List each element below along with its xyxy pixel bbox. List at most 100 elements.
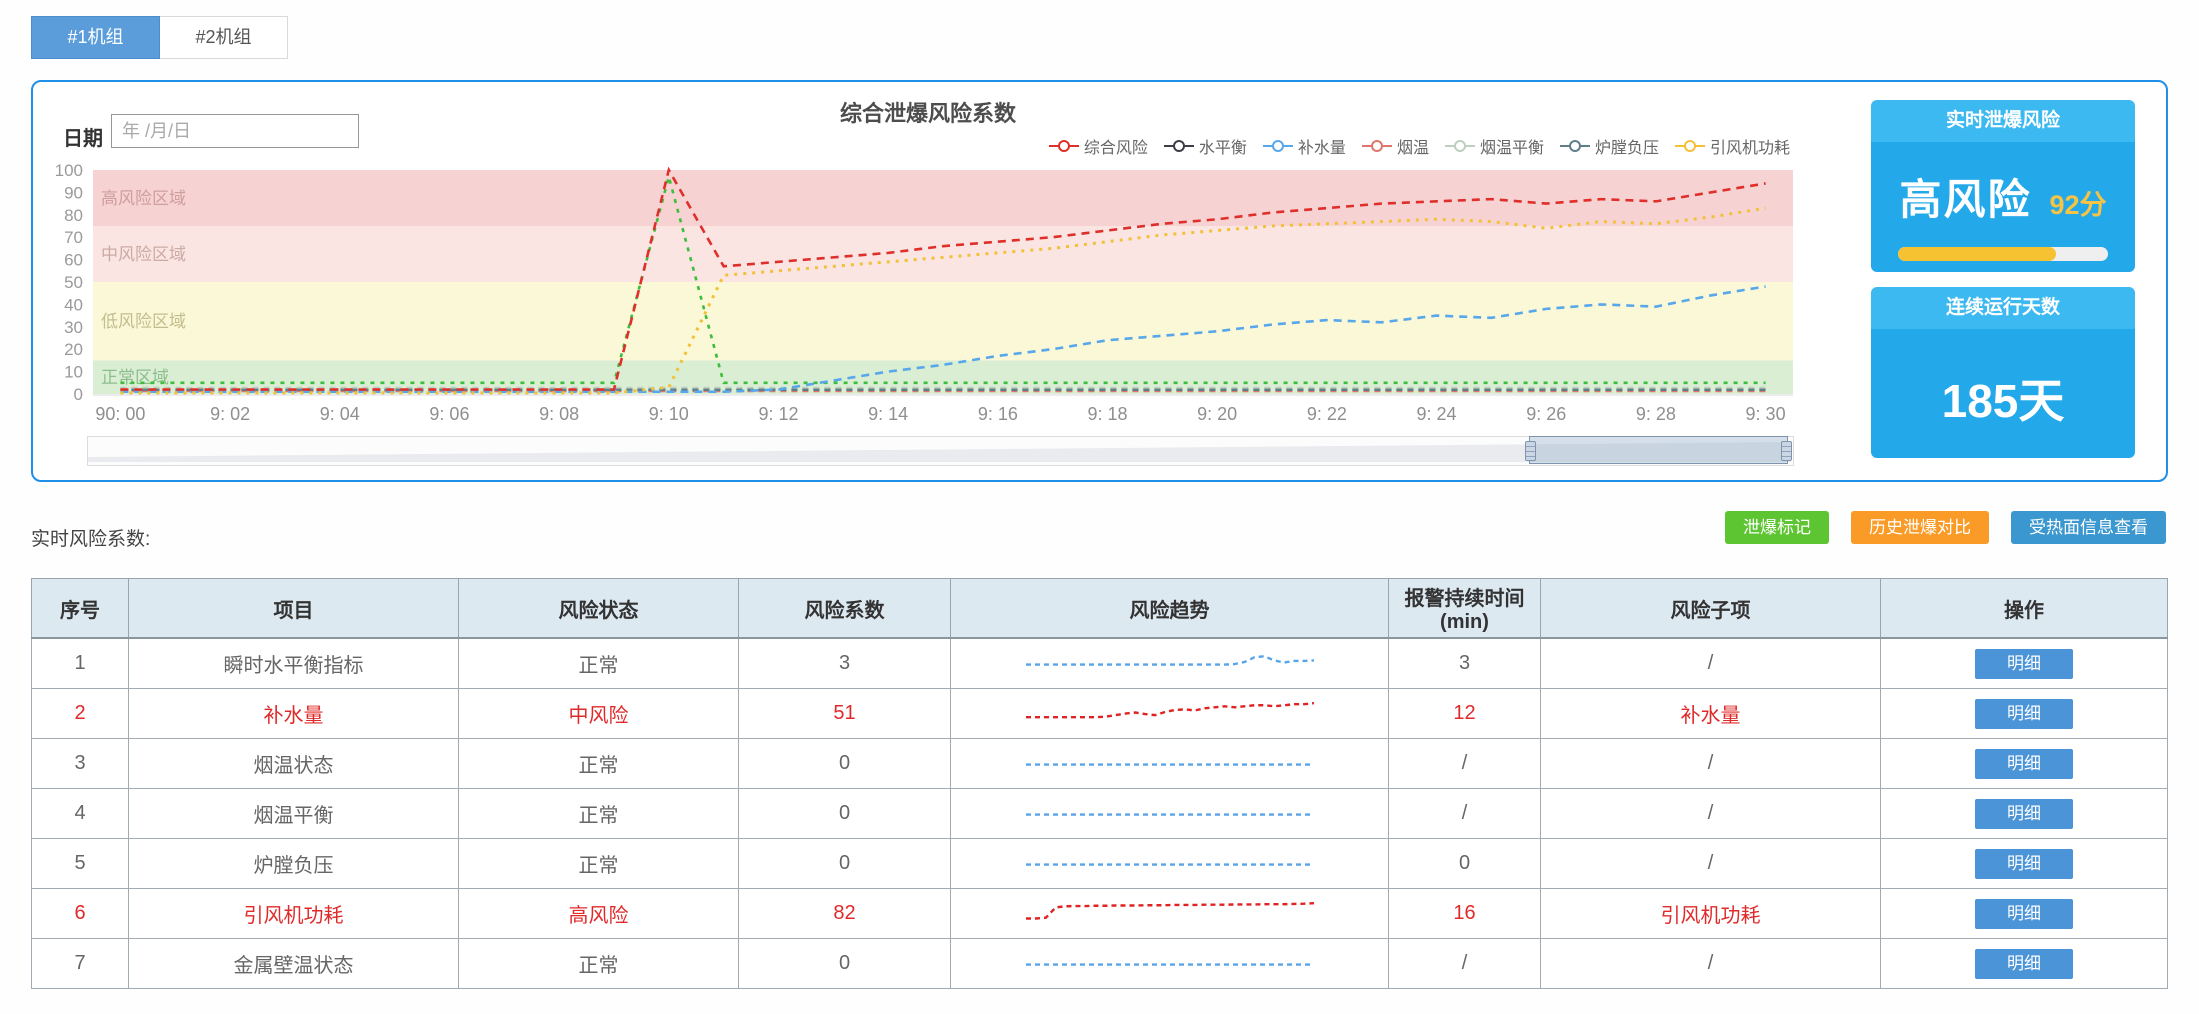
trend-cell bbox=[950, 838, 1389, 889]
detail-button[interactable]: 明细 bbox=[1975, 748, 2073, 779]
x-axis-tick: 9: 22 bbox=[1307, 404, 1347, 424]
table-cell: 瞬时水平衡指标 bbox=[128, 637, 459, 689]
table-cell: 高风险 bbox=[458, 888, 739, 939]
date-input[interactable] bbox=[111, 114, 359, 148]
legend-marker-icon bbox=[1048, 140, 1079, 152]
detail-button[interactable]: 明细 bbox=[1975, 898, 2073, 929]
trend-cell bbox=[950, 688, 1389, 739]
y-axis-tick: 70 bbox=[64, 228, 83, 247]
table-cell: 烟温平衡 bbox=[128, 788, 459, 839]
action-cell: 明细 bbox=[1880, 738, 2168, 789]
action-cell: 明细 bbox=[1880, 938, 2168, 989]
table-cell: 正常 bbox=[458, 838, 739, 889]
x-axis-tick: 9: 08 bbox=[539, 404, 579, 424]
datazoom-handle-right[interactable] bbox=[1780, 441, 1792, 461]
realtime-risk-card-body: 高风险 92分 bbox=[1871, 142, 2135, 272]
action-button-2[interactable]: 历史泄爆对比 bbox=[1851, 511, 1989, 544]
table-cell: 正常 bbox=[458, 788, 739, 839]
legend-label: 烟温 bbox=[1396, 140, 1429, 157]
detail-button[interactable]: 明细 bbox=[1975, 948, 2073, 979]
action-button-1[interactable]: 泄爆标记 bbox=[1725, 511, 1829, 544]
legend-marker-icon bbox=[1444, 140, 1475, 152]
x-axis-tick: 9: 20 bbox=[1197, 404, 1237, 424]
table-cell: 烟温状态 bbox=[128, 738, 459, 789]
legend-label: 烟温平衡 bbox=[1479, 140, 1544, 157]
detail-button[interactable]: 明细 bbox=[1975, 848, 2073, 879]
table-cell: / bbox=[1388, 788, 1541, 839]
action-cell: 明细 bbox=[1880, 838, 2168, 889]
risk-table: 序号 项目 风险状态 风险系数 风险趋势 报警持续时间 (min) 风险子项 操作 1 瞬时水平… bbox=[31, 578, 2168, 989]
date-label: 日期 bbox=[63, 128, 103, 150]
table-cell: / bbox=[1540, 637, 1881, 689]
datazoom-slider[interactable] bbox=[87, 436, 1794, 466]
x-axis-tick: 9: 24 bbox=[1417, 404, 1457, 424]
running-days-card-title: 连续运行天数 bbox=[1871, 287, 2135, 329]
detail-button[interactable]: 明细 bbox=[1975, 698, 2073, 729]
table-cell: 金属壁温状态 bbox=[128, 938, 459, 989]
action-cell: 明细 bbox=[1880, 888, 2168, 939]
trend-cell bbox=[950, 637, 1389, 689]
action-buttons: 泄爆标记 历史泄爆对比 受热面信息查看 bbox=[1725, 511, 2166, 544]
zone-label: 低风险区域 bbox=[101, 312, 186, 331]
y-axis-tick: 50 bbox=[64, 273, 83, 292]
trend-cell bbox=[950, 738, 1389, 789]
table-cell: 引风机功耗 bbox=[1540, 888, 1881, 939]
table-cell: 0 bbox=[1388, 838, 1541, 889]
table-cell: 82 bbox=[738, 888, 951, 939]
detail-button[interactable]: 明细 bbox=[1975, 798, 2073, 829]
x-axis-tick: 9: 18 bbox=[1087, 404, 1127, 424]
table-row: 5 炉膛负压 正常 0 0/明细 bbox=[31, 838, 2168, 889]
legend-item[interactable]: 水平衡 bbox=[1163, 134, 1247, 158]
trend-cell bbox=[950, 788, 1389, 839]
action-button-3[interactable]: 受热面信息查看 bbox=[2011, 511, 2166, 544]
tab-unit-1[interactable]: #1机组 bbox=[31, 16, 160, 59]
zone-band bbox=[93, 282, 1793, 361]
legend-item[interactable]: 综合风险 bbox=[1048, 134, 1148, 158]
x-axis-tick: 9: 26 bbox=[1526, 404, 1566, 424]
y-axis-tick: 60 bbox=[64, 251, 83, 270]
table-cell: / bbox=[1540, 788, 1881, 839]
y-axis-tick: 90 bbox=[64, 183, 83, 202]
legend-item[interactable]: 烟温平衡 bbox=[1444, 134, 1544, 158]
y-axis-tick: 30 bbox=[64, 318, 83, 337]
legend-item[interactable]: 引风机功耗 bbox=[1674, 134, 1790, 158]
table-header-cell: 风险系数 bbox=[738, 578, 951, 639]
table-header-cell: 报警持续时间 (min) bbox=[1388, 578, 1541, 639]
table-header-cell: 风险子项 bbox=[1540, 578, 1881, 639]
y-axis-tick: 20 bbox=[64, 340, 83, 359]
risk-progress-fill bbox=[1898, 247, 2056, 261]
zone-band bbox=[93, 226, 1793, 282]
datazoom-handle-left[interactable] bbox=[1524, 441, 1536, 461]
tab-unit-2[interactable]: #2机组 bbox=[160, 16, 288, 59]
risk-chart-panel: 综合泄爆风险系数 日期 综合风险 水平衡 补水量 烟温 烟温平衡 炉膛负压 引风机功耗 高风… bbox=[31, 80, 2168, 482]
series-line bbox=[120, 166, 1766, 391]
trend-cell bbox=[950, 938, 1389, 989]
chart-legend: 综合风险 水平衡 补水量 烟温 烟温平衡 炉膛负压 引风机功耗 bbox=[1048, 134, 1790, 158]
x-axis-tick: 9: 14 bbox=[868, 404, 908, 424]
table-cell: 正常 bbox=[458, 938, 739, 989]
table-header-cell: 序号 bbox=[31, 578, 129, 639]
x-axis-tick: 90: 00 bbox=[95, 404, 145, 424]
datazoom-shadow bbox=[88, 442, 1791, 462]
running-days-card-body: 185天 bbox=[1871, 329, 2135, 458]
detail-button[interactable]: 明细 bbox=[1975, 648, 2073, 679]
table-cell: / bbox=[1540, 938, 1881, 989]
trend-sparkline bbox=[1025, 901, 1314, 920]
table-cell: 引风机功耗 bbox=[128, 888, 459, 939]
legend-item[interactable]: 炉膛负压 bbox=[1559, 134, 1659, 158]
legend-item[interactable]: 烟温 bbox=[1361, 134, 1429, 158]
legend-label: 补水量 bbox=[1297, 140, 1346, 157]
table-row: 3 烟温状态 正常 0 // 明细 bbox=[31, 738, 2168, 789]
risk-progress-track bbox=[1898, 247, 2108, 261]
table-row: 7 金属壁温状态 正常 0 // 明细 bbox=[31, 938, 2168, 989]
legend-label: 炉膛负压 bbox=[1594, 140, 1659, 157]
x-axis-tick: 9: 04 bbox=[320, 404, 360, 424]
legend-marker-icon bbox=[1163, 140, 1194, 152]
trend-sparkline bbox=[1025, 812, 1314, 816]
table-cell: 炉膛负压 bbox=[128, 838, 459, 889]
datazoom-window[interactable] bbox=[1524, 436, 1792, 464]
legend-item[interactable]: 补水量 bbox=[1262, 134, 1346, 158]
table-cell: 0 bbox=[738, 788, 951, 839]
x-axis-tick: 9: 02 bbox=[210, 404, 250, 424]
